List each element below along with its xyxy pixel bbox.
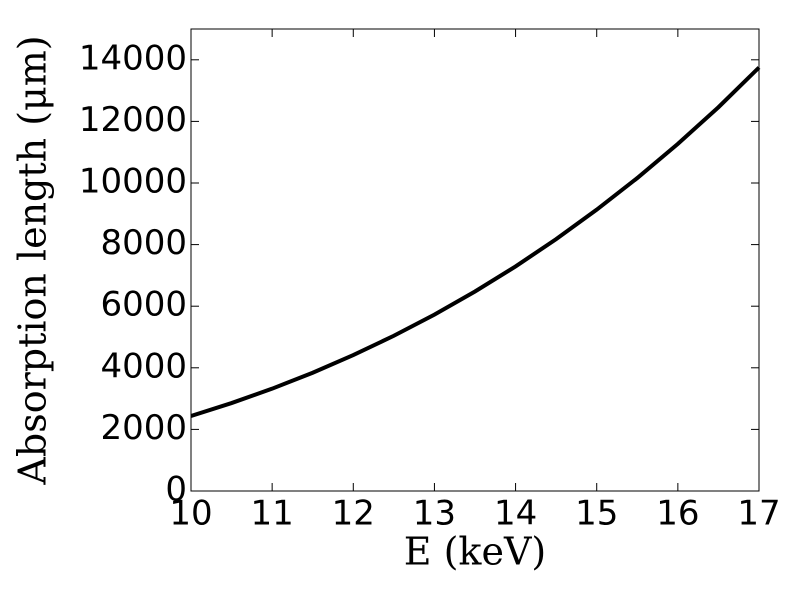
plot-frame — [190, 28, 760, 492]
x-tick-label: 11 — [251, 494, 294, 534]
y-tick-label: 2000 — [100, 408, 187, 448]
y-tick-label: 8000 — [100, 223, 187, 263]
y-axis-label: Absorption length (μm) — [11, 35, 55, 485]
x-tick-label: 16 — [656, 494, 699, 534]
x-tick-label: 10 — [169, 494, 212, 534]
y-tick-label: 6000 — [100, 285, 187, 325]
x-tick-label: 14 — [494, 494, 537, 534]
y-tick-label: 12000 — [79, 100, 187, 140]
y-tick-label: 0 — [165, 470, 187, 510]
line — [190, 66, 761, 418]
x-axis-label: E (keV) — [404, 530, 546, 574]
x-tick-label: 15 — [575, 494, 618, 534]
x-tick-label: 17 — [737, 494, 780, 534]
x-tick-label: 12 — [332, 494, 375, 534]
x-tick-label: 13 — [413, 494, 456, 534]
y-tick-label: 14000 — [79, 38, 187, 78]
y-tick-label: 4000 — [100, 346, 187, 386]
y-tick-label: 10000 — [79, 162, 187, 202]
